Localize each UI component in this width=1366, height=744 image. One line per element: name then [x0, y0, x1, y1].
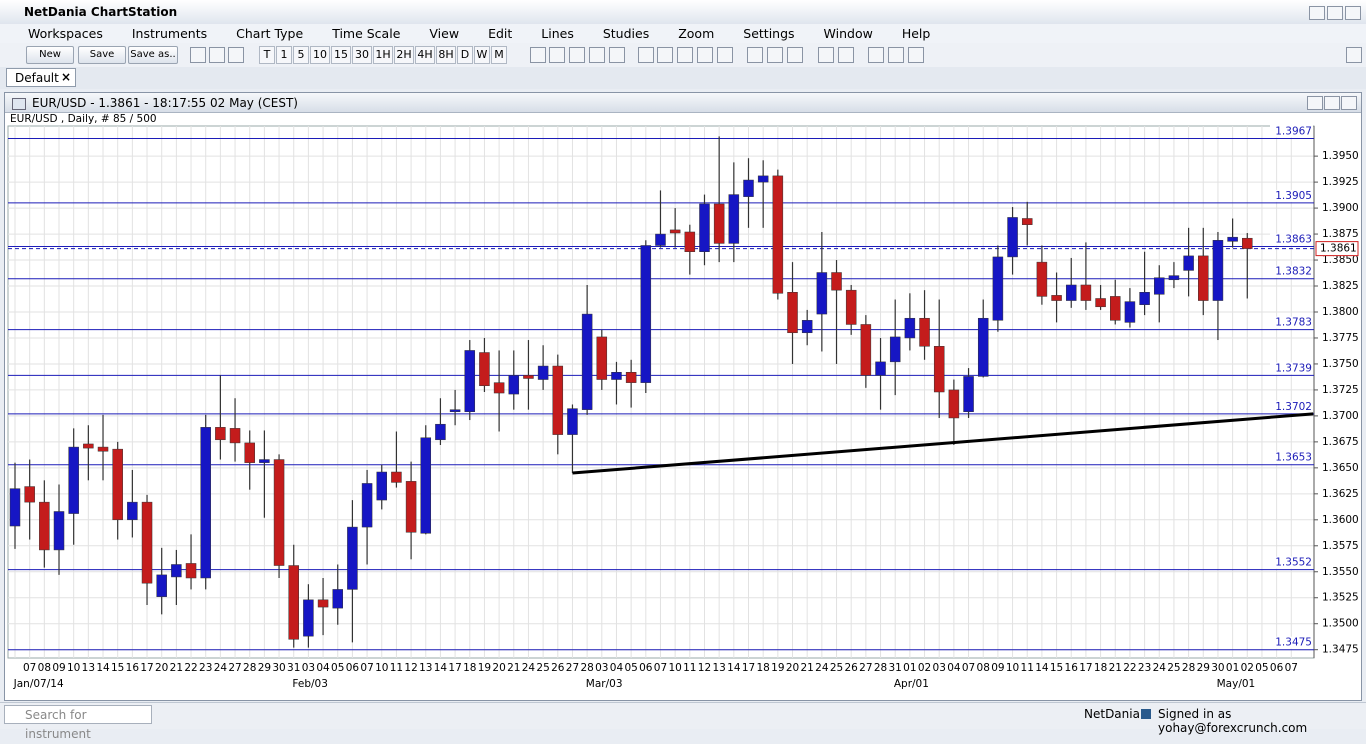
period-button[interactable]: D — [457, 46, 473, 64]
period-button[interactable]: 5 — [293, 46, 309, 64]
period-button[interactable]: T — [259, 46, 275, 64]
title-bar — [0, 0, 1366, 25]
tool-icon[interactable] — [657, 47, 673, 63]
tab[interactable]: Default × — [6, 68, 76, 87]
tool-icon[interactable] — [838, 47, 854, 63]
chart-close[interactable] — [1341, 96, 1357, 110]
menu-item[interactable]: Workspaces — [28, 26, 103, 41]
tab-label: Default — [15, 71, 59, 85]
tool-icon[interactable] — [569, 47, 585, 63]
tab-bar: Default × — [0, 67, 1366, 89]
toolbar-button[interactable]: Save — [78, 46, 126, 64]
period-button[interactable]: 2H — [394, 46, 414, 64]
menu-item[interactable]: Instruments — [131, 26, 208, 41]
tool-icon[interactable] — [530, 47, 546, 63]
window-icon — [12, 98, 26, 110]
menu-item[interactable]: Edit — [488, 26, 513, 41]
tool-icon[interactable] — [888, 47, 904, 63]
menu-item[interactable]: Settings — [743, 26, 795, 41]
menu-item[interactable]: Time Scale — [332, 26, 401, 41]
tool-icon[interactable] — [1346, 47, 1362, 63]
brand: NetDania — [1084, 707, 1140, 721]
period-button[interactable]: M — [491, 46, 507, 64]
maximize-button[interactable] — [1327, 6, 1343, 20]
tool-icon[interactable] — [609, 47, 625, 63]
toolbar-button[interactable]: Save as.. — [128, 46, 178, 64]
chart-maximize[interactable] — [1324, 96, 1340, 110]
menu-item[interactable]: Zoom — [678, 26, 715, 41]
tool-icon[interactable] — [589, 47, 605, 63]
period-button[interactable]: 1 — [276, 46, 292, 64]
menu-item[interactable]: Lines — [541, 26, 574, 41]
tab-close[interactable]: × — [60, 70, 71, 84]
chart-window — [4, 92, 1362, 701]
tool-icon[interactable] — [908, 47, 924, 63]
close-button[interactable] — [1345, 6, 1361, 20]
app-title: NetDania ChartStation — [24, 5, 178, 19]
menu-item[interactable]: Window — [823, 26, 873, 41]
tool-icon[interactable] — [549, 47, 565, 63]
chart-type-icon[interactable] — [209, 47, 225, 63]
period-button[interactable]: 8H — [436, 46, 456, 64]
status-bar — [0, 702, 1366, 729]
tool-icon[interactable] — [747, 47, 763, 63]
tool-icon[interactable] — [638, 47, 654, 63]
menu-bar: Workspaces Instruments Chart Type Time Scal… — [0, 24, 1366, 43]
menu-item[interactable]: Studies — [602, 26, 650, 41]
tool-icon[interactable] — [767, 47, 783, 63]
period-button[interactable]: 10 — [310, 46, 330, 64]
toolbar: New Save Save as.. T 1 5 10 15 30 1H 2H 4H 8H D W M — [0, 43, 1366, 68]
search-input[interactable]: Search for instrument — [4, 705, 152, 741]
toolbar-button[interactable]: New — [26, 46, 74, 64]
menu-item[interactable]: View — [429, 26, 460, 41]
chart-type-icon[interactable] — [190, 47, 206, 63]
period-button[interactable]: 1H — [373, 46, 393, 64]
period-button[interactable]: 30 — [352, 46, 372, 64]
brand-icon — [1141, 709, 1151, 719]
period-button[interactable]: W — [474, 46, 490, 64]
tool-icon[interactable] — [677, 47, 693, 63]
chart-window-header — [5, 93, 1361, 113]
period-button[interactable]: 4H — [415, 46, 435, 64]
chart-window-title: EUR/USD - 1.3861 - 18:17:55 02 May (CEST… — [32, 96, 298, 110]
menu-spacer — [0, 24, 18, 43]
tool-icon[interactable] — [818, 47, 834, 63]
chart-minimize[interactable] — [1307, 96, 1323, 110]
minimize-button[interactable] — [1309, 6, 1325, 20]
chart-type-icon[interactable] — [228, 47, 244, 63]
signed-in-user: Signed in as yohay@forexcrunch.com — [1158, 707, 1308, 735]
tool-icon[interactable] — [697, 47, 713, 63]
menu-item[interactable]: Help — [901, 26, 931, 41]
period-button[interactable]: 15 — [331, 46, 351, 64]
menu-item[interactable]: Chart Type — [236, 26, 304, 41]
tool-icon[interactable] — [717, 47, 733, 63]
tool-icon[interactable] — [787, 47, 803, 63]
tool-icon[interactable] — [868, 47, 884, 63]
